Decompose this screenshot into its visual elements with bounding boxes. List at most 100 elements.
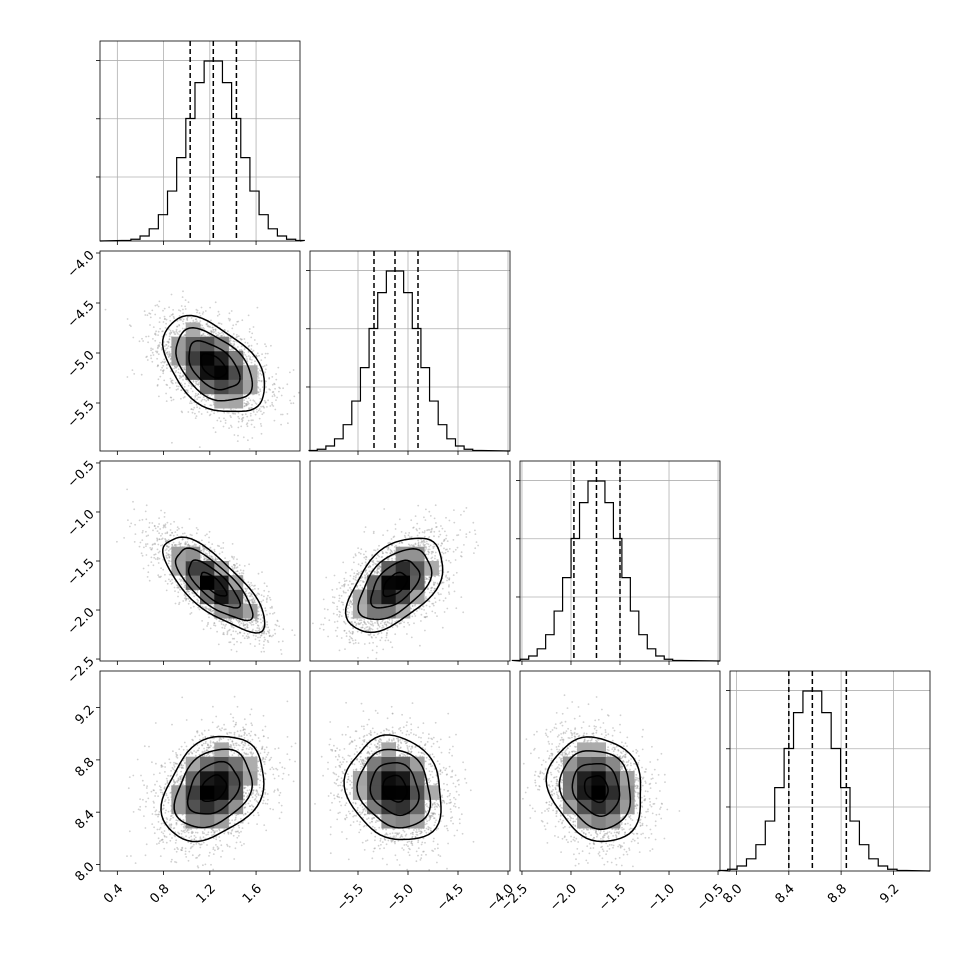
sample-point [230,633,233,636]
sample-point [141,554,144,557]
sample-point [243,338,246,340]
sample-point [155,350,157,353]
histogram-0 [99,60,305,242]
sample-point [243,402,246,404]
sample-point [158,321,161,323]
sample-point [144,314,147,316]
sample-point [182,374,185,377]
sample-point [184,584,186,587]
sample-point [157,346,159,349]
sample-point [249,643,252,645]
sample-point [192,408,195,411]
sample-point [233,563,235,566]
sample-point [167,549,170,552]
sample-point [188,590,190,593]
sample-point [248,448,251,450]
sample-point [196,379,199,382]
sample-point [258,417,261,420]
sample-point [166,351,169,353]
sample-point [158,345,161,348]
sample-point [200,556,202,559]
sample-point [223,411,226,414]
sample-point [260,359,263,361]
sample-point [186,316,189,319]
sample-point [127,519,129,521]
sample-point [246,626,249,629]
sample-point [265,601,268,603]
sample-point [190,408,193,410]
sample-point [158,576,160,578]
sample-point [280,649,282,651]
sample-point [182,290,184,293]
sample-point [273,393,276,396]
sample-point [251,332,254,335]
sample-point [213,550,216,553]
sample-point [169,329,172,332]
sample-point [248,328,251,330]
sample-point [270,344,272,347]
sample-point [250,344,253,347]
sample-point [156,548,159,551]
sample-point [168,306,171,309]
sample-point [260,410,262,413]
sample-point [240,338,243,341]
sample-point [176,331,179,334]
sample-point [179,375,182,378]
sample-point [207,324,210,327]
sample-point [269,389,271,391]
sample-point [232,558,235,560]
sample-point [241,413,244,416]
sample-point [266,621,268,623]
sample-point [203,398,206,401]
sample-point [258,354,260,357]
sample-point [252,411,255,413]
sample-point [183,396,186,398]
sample-point [199,320,202,322]
sample-point [260,374,263,376]
sample-point [209,627,212,630]
sample-point [227,619,230,621]
sample-point [267,594,269,597]
sample-point [240,641,242,644]
sample-point [173,586,176,589]
sample-point [242,416,245,419]
sample-point [243,405,246,407]
sample-point [164,360,167,363]
sample-point [232,333,235,335]
sample-point [232,626,235,629]
sample-point [202,628,205,631]
sample-point [172,541,175,544]
sample-point [200,334,203,337]
sample-point [194,392,197,395]
sample-point [266,597,268,600]
sample-point [178,601,181,604]
sample-point [183,367,186,370]
panel-2-0 [96,460,301,665]
sample-point [178,324,181,326]
sample-point [166,521,169,524]
sample-point [257,374,260,376]
sample-point [175,330,178,333]
sample-point [156,365,159,368]
sample-point [258,593,260,596]
sample-point [210,555,213,558]
sample-point [278,625,281,628]
sample-point [146,359,149,361]
sample-point [198,545,201,547]
sample-point [203,328,206,330]
sample-point [182,308,184,311]
sample-point [236,335,239,338]
sample-point [220,547,223,549]
sample-point [255,622,257,625]
sample-point [241,338,243,341]
sample-point [178,315,181,317]
sample-point [262,644,265,646]
sample-point [178,330,181,333]
sample-point [152,564,155,567]
sample-point [168,332,171,335]
sample-point [160,348,163,351]
sample-point [237,415,240,418]
sample-point [218,313,221,316]
sample-point [156,351,159,354]
sample-point [246,637,249,640]
